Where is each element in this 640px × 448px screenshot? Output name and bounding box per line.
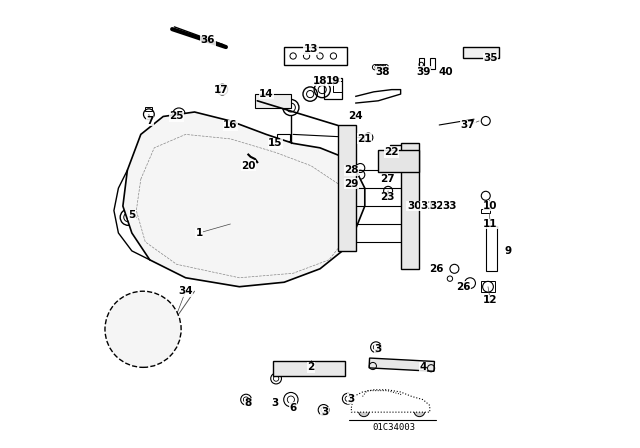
Text: 25: 25 — [170, 112, 184, 121]
Bar — [481, 209, 490, 213]
Text: 31: 31 — [420, 201, 435, 211]
Text: 35: 35 — [483, 53, 497, 63]
Bar — [419, 58, 424, 69]
Bar — [145, 107, 152, 111]
Text: 27: 27 — [380, 174, 394, 184]
Text: 26: 26 — [456, 282, 470, 292]
Polygon shape — [378, 150, 419, 172]
Text: 32: 32 — [429, 201, 444, 211]
Text: 18: 18 — [313, 76, 327, 86]
Bar — [284, 47, 347, 65]
Text: 38: 38 — [376, 67, 390, 77]
Text: 21: 21 — [358, 134, 372, 144]
Text: 11: 11 — [483, 219, 497, 229]
Text: 14: 14 — [259, 89, 273, 99]
Text: 9: 9 — [504, 246, 512, 256]
Polygon shape — [351, 390, 430, 412]
Text: 3: 3 — [271, 398, 279, 408]
Bar — [481, 281, 495, 292]
Text: 20: 20 — [241, 161, 255, 171]
Text: 4: 4 — [419, 362, 427, 372]
Text: 28: 28 — [344, 165, 358, 175]
Polygon shape — [486, 226, 497, 271]
Text: 3: 3 — [321, 407, 328, 417]
Text: 23: 23 — [380, 192, 394, 202]
Text: 19: 19 — [326, 76, 340, 86]
Text: 3: 3 — [348, 394, 355, 404]
Text: 33: 33 — [443, 201, 457, 211]
Text: 6: 6 — [289, 403, 297, 413]
Text: 24: 24 — [349, 112, 363, 121]
Text: 3: 3 — [374, 345, 382, 354]
Text: 22: 22 — [385, 147, 399, 157]
Text: 12: 12 — [483, 295, 497, 305]
Bar — [430, 58, 435, 69]
Bar — [255, 94, 291, 108]
Bar — [333, 81, 342, 92]
Circle shape — [414, 406, 425, 417]
Text: 8: 8 — [244, 398, 252, 408]
Circle shape — [358, 406, 369, 417]
Bar — [369, 358, 435, 371]
Polygon shape — [338, 125, 356, 251]
Text: 1: 1 — [195, 228, 203, 238]
Text: 40: 40 — [438, 67, 452, 77]
Polygon shape — [123, 112, 365, 287]
Text: 30: 30 — [407, 201, 421, 211]
Text: 5: 5 — [128, 210, 136, 220]
Text: 10: 10 — [483, 201, 497, 211]
Text: 13: 13 — [304, 44, 318, 54]
Text: 15: 15 — [268, 138, 282, 148]
Text: 29: 29 — [344, 179, 358, 189]
Circle shape — [105, 291, 181, 367]
Text: 37: 37 — [461, 121, 475, 130]
Text: 36: 36 — [201, 35, 215, 45]
Bar — [276, 134, 290, 141]
Polygon shape — [463, 47, 499, 58]
Bar — [127, 320, 157, 336]
Polygon shape — [401, 143, 419, 269]
Text: 39: 39 — [416, 67, 430, 77]
Text: 17: 17 — [214, 85, 228, 95]
Bar — [324, 78, 342, 99]
Text: 26: 26 — [429, 264, 444, 274]
Text: 01C34003: 01C34003 — [372, 423, 415, 432]
Text: 2: 2 — [307, 362, 315, 372]
Text: 16: 16 — [223, 121, 237, 130]
Polygon shape — [273, 361, 345, 376]
Text: 34: 34 — [179, 286, 193, 296]
Text: 7: 7 — [146, 116, 154, 126]
